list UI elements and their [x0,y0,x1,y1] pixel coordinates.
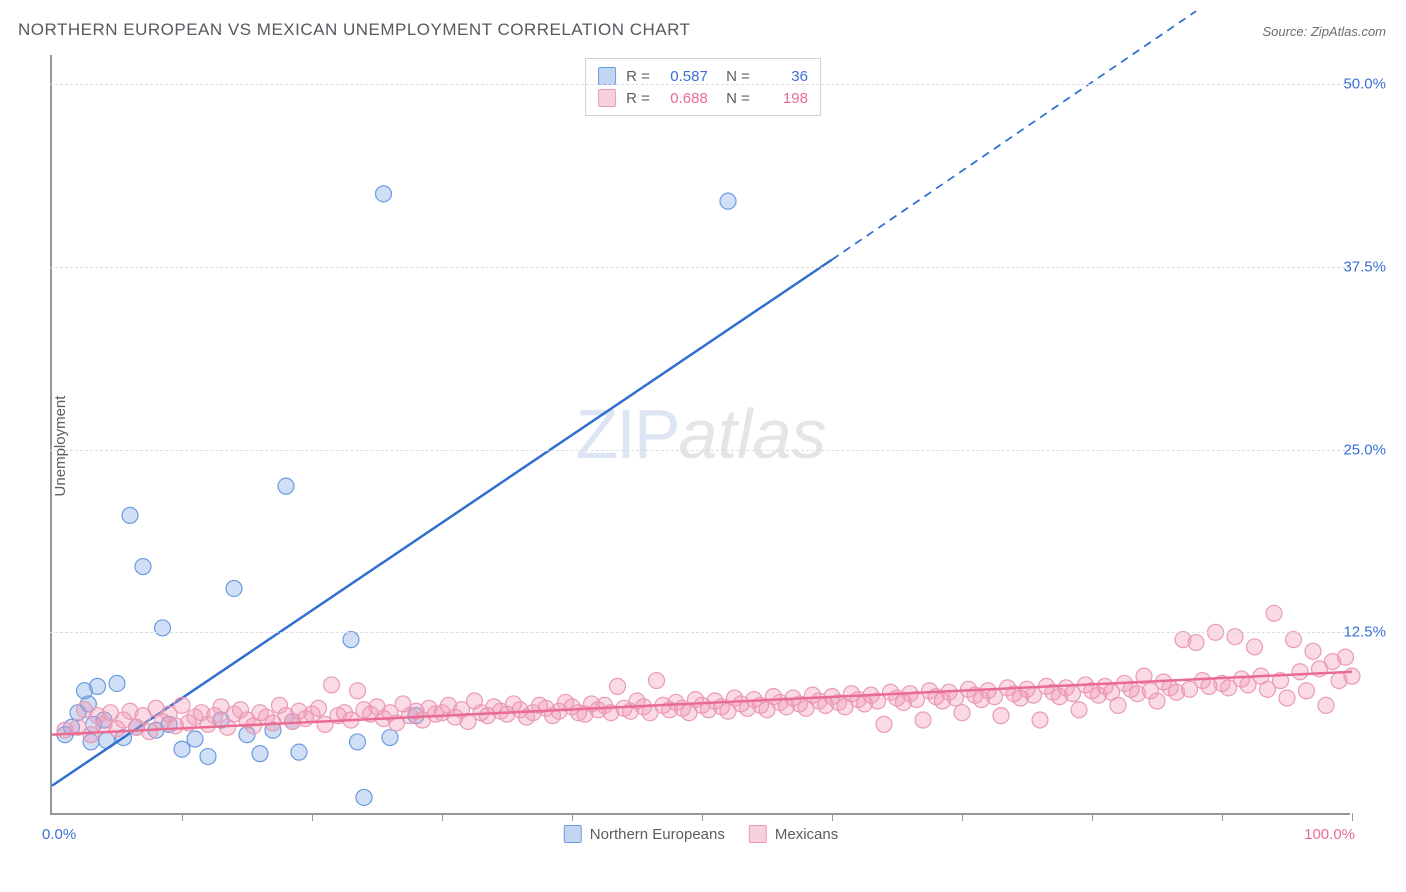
data-point [1286,632,1302,648]
data-point [90,678,106,694]
legend-swatch [598,67,616,85]
legend-series-item: Northern Europeans [564,825,725,843]
data-point [649,673,665,689]
legend-swatch [598,89,616,107]
chart-plot-area: ZIPatlas 0.0% 100.0% Northern EuropeansM… [50,55,1350,815]
legend-N-value: 36 [760,68,808,85]
scatter-svg [52,55,1350,813]
data-point [278,478,294,494]
data-point [1292,664,1308,680]
data-point [1247,639,1263,655]
legend-swatch [749,825,767,843]
gridline [50,267,1350,268]
trend-line-dashed [832,11,1196,259]
x-axis-min-label: 0.0% [42,826,76,843]
data-point [1227,629,1243,645]
gridline [50,632,1350,633]
data-point [200,749,216,765]
data-point [1318,697,1334,713]
legend-R-label: R = [626,90,650,107]
data-point [993,708,1009,724]
data-point [356,789,372,805]
legend-N-value: 198 [760,90,808,107]
data-point [1338,649,1354,665]
data-point [915,712,931,728]
data-point [324,677,340,693]
x-axis-max-label: 100.0% [1304,826,1355,843]
data-point [1344,668,1360,684]
chart-title: NORTHERN EUROPEAN VS MEXICAN UNEMPLOYMEN… [18,20,690,40]
legend-series-item: Mexicans [749,825,838,843]
data-point [610,678,626,694]
legend-R-value: 0.688 [660,90,708,107]
data-point [1279,690,1295,706]
x-tick [962,813,963,821]
data-point [291,744,307,760]
gridline [50,84,1350,85]
x-tick [312,813,313,821]
legend-series: Northern Europeans Mexicans [564,825,838,843]
data-point [876,716,892,732]
data-point [252,746,268,762]
data-point [1188,635,1204,651]
x-tick [702,813,703,821]
data-point [1305,643,1321,659]
y-tick-label: 37.5% [1343,258,1386,275]
data-point [122,507,138,523]
data-point [954,705,970,721]
x-tick [1222,813,1223,821]
x-tick [1092,813,1093,821]
legend-R-label: R = [626,68,650,85]
legend-correlation-row: R = 0.688 N = 198 [598,87,808,109]
x-tick [572,813,573,821]
data-point [1299,683,1315,699]
x-tick [442,813,443,821]
data-point [1110,697,1126,713]
data-point [350,734,366,750]
legend-series-label: Mexicans [775,826,838,843]
data-point [135,559,151,575]
data-point [382,730,398,746]
legend-N-label: N = [718,90,750,107]
data-point [1032,712,1048,728]
data-point [142,724,158,740]
y-tick-label: 25.0% [1343,441,1386,458]
data-point [343,632,359,648]
gridline [50,450,1350,451]
data-point [187,731,203,747]
data-point [109,675,125,691]
source-attribution: Source: ZipAtlas.com [1262,24,1386,39]
data-point [1266,605,1282,621]
data-point [376,186,392,202]
data-point [350,683,366,699]
x-tick [182,813,183,821]
data-point [720,193,736,209]
legend-R-value: 0.587 [660,68,708,85]
x-tick [1352,813,1353,821]
data-point [174,741,190,757]
y-tick-label: 50.0% [1343,76,1386,93]
data-point [174,697,190,713]
y-tick-label: 12.5% [1343,624,1386,641]
data-point [1149,693,1165,709]
data-point [311,700,327,716]
data-point [83,727,99,743]
legend-series-label: Northern Europeans [590,826,725,843]
data-point [226,580,242,596]
data-point [1071,702,1087,718]
legend-swatch [564,825,582,843]
legend-N-label: N = [718,68,750,85]
data-point [155,620,171,636]
legend-correlation-box: R = 0.587 N = 36 R = 0.688 N = 198 [585,58,821,116]
x-tick [832,813,833,821]
